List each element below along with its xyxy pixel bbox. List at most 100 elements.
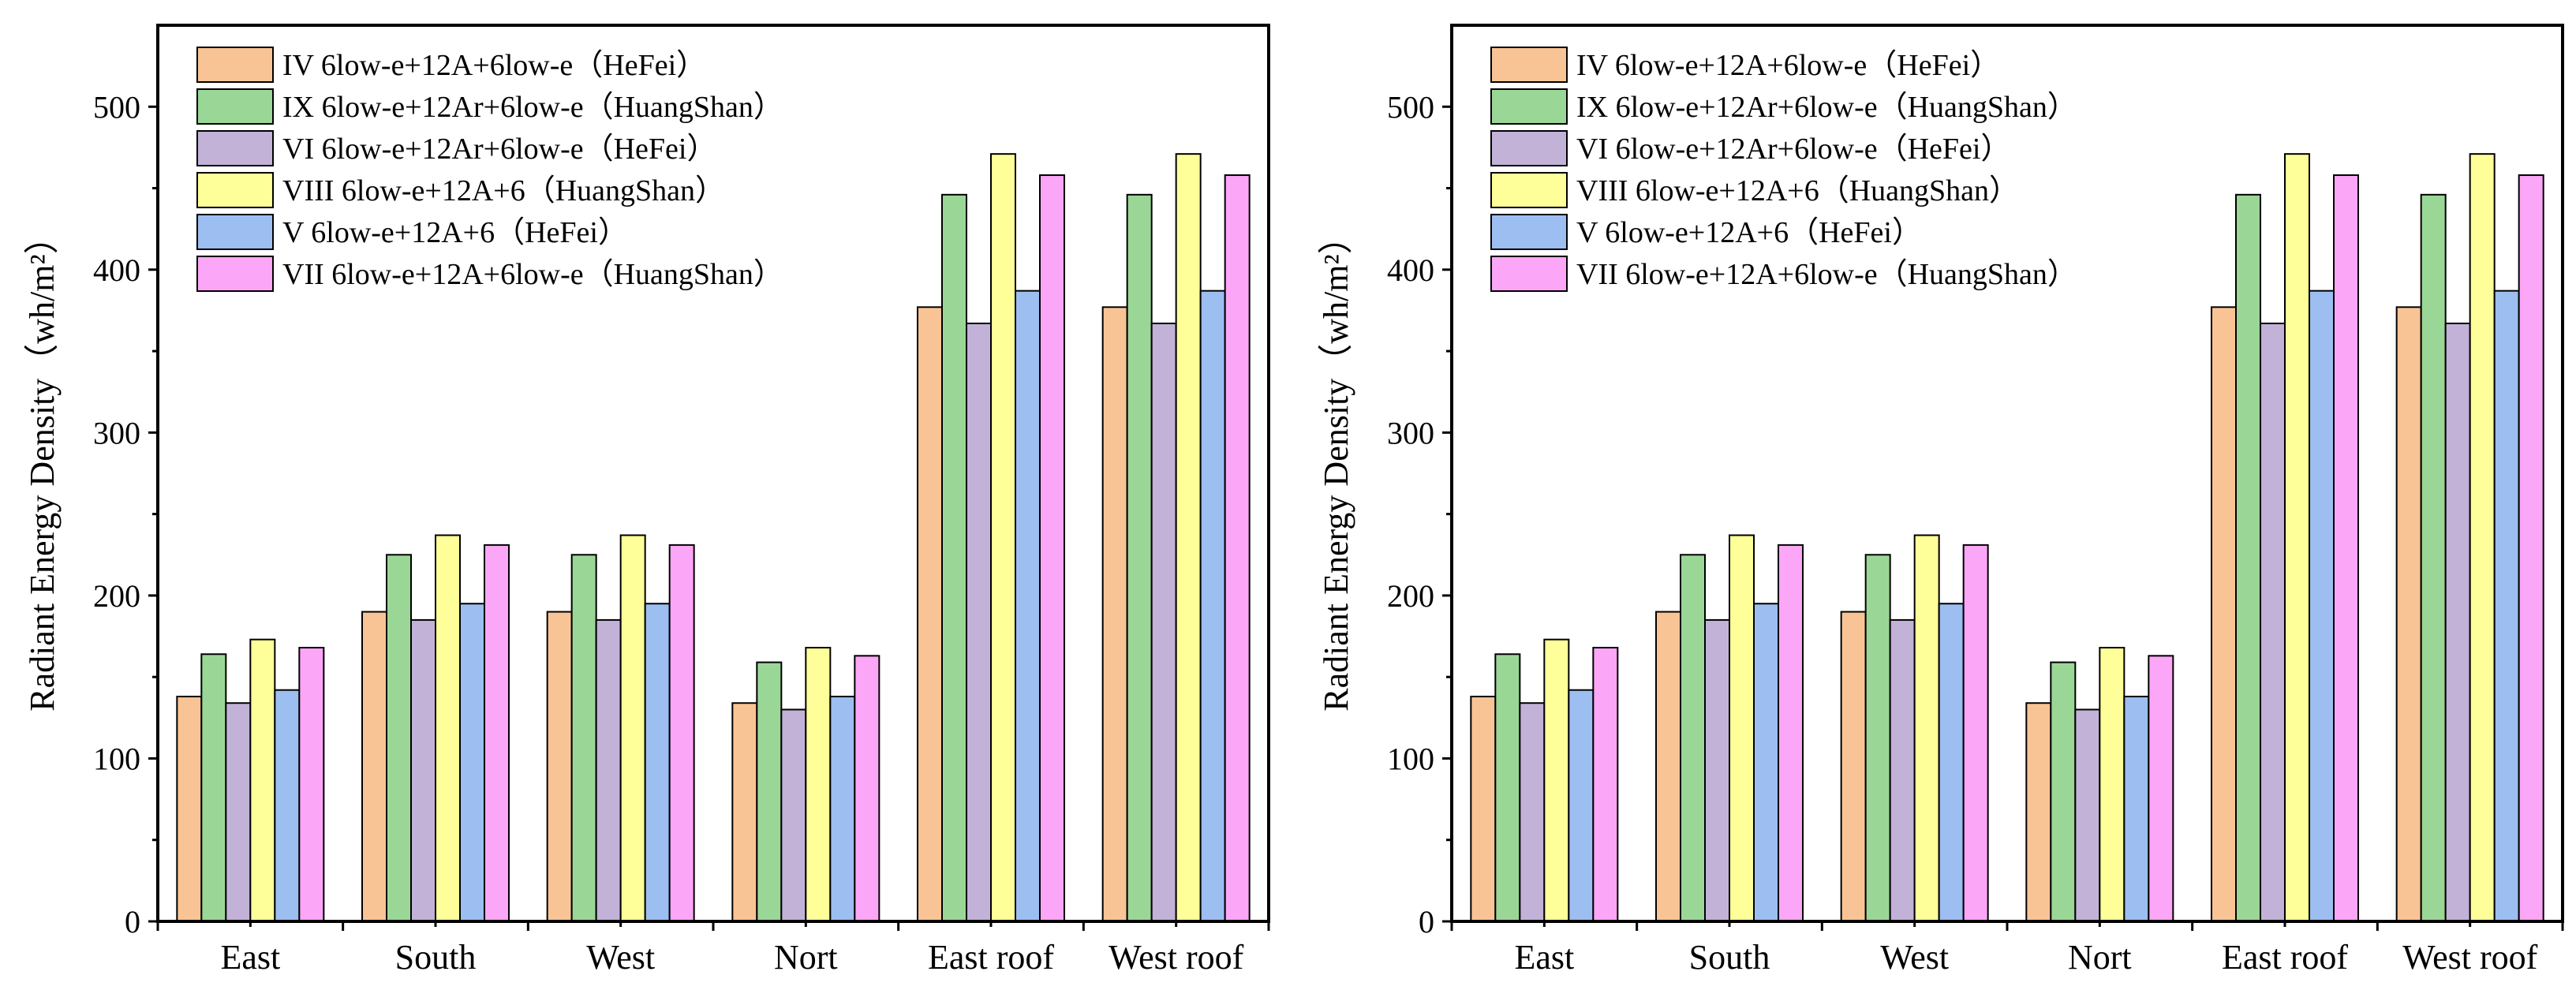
legend-label: VI 6low-e+12Ar+6low-e（HeFei） xyxy=(282,133,716,166)
legend-label: VII 6low-e+12A+6low-e（HuangShan） xyxy=(1576,258,2077,291)
y-tick-label: 300 xyxy=(1387,415,1434,450)
y-tick-label: 500 xyxy=(1387,89,1434,125)
bar-VIII-East-roof xyxy=(990,153,1016,923)
x-tick-label: West xyxy=(586,938,655,977)
bar-IV-West xyxy=(1840,611,1867,923)
bar-V-Nort xyxy=(2123,695,2150,922)
legend-swatch-VI xyxy=(1490,130,1568,166)
bar-VI-East-roof xyxy=(2260,322,2286,922)
x-tick-label: Nort xyxy=(2068,938,2132,977)
y-tick-label: 300 xyxy=(93,415,140,450)
x-tick-label: East roof xyxy=(2222,938,2348,977)
legend-label: IV 6low-e+12A+6low-e（HeFei） xyxy=(282,49,706,82)
bar-VII-West-roof xyxy=(1224,174,1251,923)
x-tick-label: East xyxy=(1514,938,1574,977)
y-tick-label: 200 xyxy=(1387,578,1434,614)
bar-VII-West xyxy=(668,544,695,922)
bar-VIII-West xyxy=(619,534,646,922)
bar-VII-East-roof xyxy=(2333,174,2359,923)
legend-swatch-V xyxy=(196,214,274,250)
bar-IV-West-roof xyxy=(2395,306,2422,923)
bar-IX-West xyxy=(570,554,597,922)
bar-VIII-South xyxy=(1729,534,1755,922)
y-tick-label: 100 xyxy=(93,741,140,776)
chart-panel-left: 0 100 200 300 400 500 East South West Nort East ro… xyxy=(23,24,1270,977)
legend-swatch-IX xyxy=(196,88,274,125)
bar-IX-West-roof xyxy=(1126,193,1153,923)
legend-swatch-IV xyxy=(1490,47,1568,83)
bar-V-Nort xyxy=(829,695,856,922)
bar-V-West xyxy=(644,603,671,923)
bar-VII-West xyxy=(1962,544,1989,922)
legend-swatch-VIII xyxy=(196,172,274,208)
y-tick-label: 0 xyxy=(125,904,140,940)
bar-IX-Nort xyxy=(2050,661,2077,922)
bar-VIII-West-roof xyxy=(1175,153,1202,923)
bar-IV-East xyxy=(1470,695,1497,922)
bar-VIII-West-roof xyxy=(2469,153,2496,923)
legend-swatch-VII xyxy=(196,256,274,292)
bar-VIII-East xyxy=(249,638,276,923)
y-axis-title-text: Radiant Energy Density xyxy=(23,379,62,712)
legend-swatch-VII xyxy=(1490,256,1568,292)
bar-IX-Nort xyxy=(756,661,783,922)
y-axis-title: Radiant Energy Density（wh/m²） xyxy=(1317,219,1355,711)
bar-IV-South xyxy=(1655,611,1681,923)
y-tick-label: 500 xyxy=(93,89,140,125)
bar-IV-East-roof xyxy=(2211,306,2237,923)
bar-VII-East xyxy=(1592,647,1619,923)
bar-V-East-roof xyxy=(1015,290,1041,923)
bar-VI-West xyxy=(1889,618,1916,923)
bar-VII-South xyxy=(1778,544,1804,922)
bar-VI-South xyxy=(410,618,436,923)
legend-swatch-IV xyxy=(196,47,274,83)
y-tick-label: 400 xyxy=(93,252,140,288)
y-axis-title: Radiant Energy Density（wh/m²） xyxy=(23,219,62,711)
bar-VIII-East xyxy=(1543,638,1570,923)
y-tick-label: 0 xyxy=(1419,904,1434,940)
legend-swatch-VIII xyxy=(1490,172,1568,208)
bar-VI-Nort xyxy=(2074,708,2101,922)
bar-VI-Nort xyxy=(780,708,807,922)
bar-IV-Nort xyxy=(2025,702,2052,922)
y-axis-title-unit: （wh/m²） xyxy=(23,219,62,378)
x-tick-label: Nort xyxy=(774,938,838,977)
bar-IX-West-roof xyxy=(2420,193,2447,923)
legend-swatch-VI xyxy=(196,130,274,166)
legend-label: VII 6low-e+12A+6low-e（HuangShan） xyxy=(282,258,783,291)
bar-VI-West-roof xyxy=(1150,322,1177,922)
bar-VII-West-roof xyxy=(2518,174,2544,923)
bar-IX-South xyxy=(1680,554,1706,922)
bar-IX-East-roof xyxy=(941,193,967,923)
bar-VIII-East-roof xyxy=(2284,153,2310,923)
bar-VI-East xyxy=(225,702,252,922)
bar-V-East xyxy=(1568,689,1595,922)
legend-swatch-IX xyxy=(1490,88,1568,125)
bar-V-South xyxy=(1753,603,1779,923)
legend-swatch-V xyxy=(1490,214,1568,250)
y-axis-title-unit: （wh/m²） xyxy=(1317,219,1355,378)
y-axis-title-text: Radiant Energy Density xyxy=(1317,379,1355,712)
x-tick-label: South xyxy=(1689,938,1770,977)
x-tick-label: East xyxy=(220,938,280,977)
bar-VI-West xyxy=(595,618,622,923)
x-tick-label: East roof xyxy=(928,938,1054,977)
bar-VII-East xyxy=(298,647,325,923)
bar-VI-South xyxy=(1704,618,1730,923)
bar-V-West-roof xyxy=(1199,290,1226,923)
bar-IV-West-roof xyxy=(1101,306,1128,923)
bar-VIII-Nort xyxy=(2099,647,2125,923)
bar-IX-South xyxy=(386,554,412,922)
bar-V-South xyxy=(459,603,485,923)
bar-IV-Nort xyxy=(731,702,758,922)
bar-VIII-Nort xyxy=(805,647,832,923)
legend-label: IX 6low-e+12Ar+6low-e（HuangShan） xyxy=(1576,91,2077,124)
bar-IV-South xyxy=(361,611,387,923)
bar-V-East-roof xyxy=(2309,290,2335,923)
x-tick-label: West xyxy=(1880,938,1949,977)
y-tick-label: 400 xyxy=(1387,252,1434,288)
bar-VI-East-roof xyxy=(966,322,992,922)
bar-VII-South xyxy=(484,544,510,922)
bar-VII-East-roof xyxy=(1039,174,1065,923)
